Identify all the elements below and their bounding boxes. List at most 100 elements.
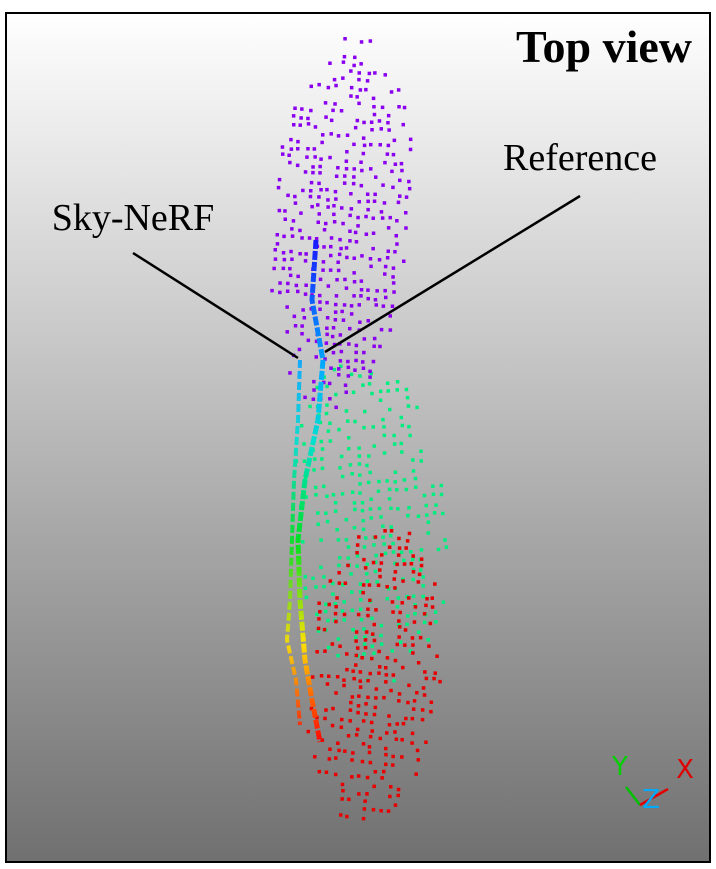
point <box>389 506 393 510</box>
point <box>368 470 372 475</box>
point <box>285 305 289 309</box>
point <box>363 566 368 570</box>
point <box>393 730 397 734</box>
point <box>359 598 363 602</box>
point <box>407 506 411 510</box>
point <box>405 395 410 400</box>
point <box>291 219 296 223</box>
point <box>385 479 389 483</box>
point <box>296 147 300 151</box>
point <box>444 545 449 549</box>
point <box>370 616 374 621</box>
point <box>338 556 342 560</box>
point <box>356 215 360 220</box>
point <box>337 373 341 377</box>
point <box>336 268 341 273</box>
point <box>298 123 302 127</box>
point <box>303 586 308 590</box>
point <box>321 260 326 264</box>
point <box>382 542 386 546</box>
point <box>324 770 329 774</box>
point <box>368 598 372 603</box>
point <box>431 492 436 496</box>
point <box>314 355 318 359</box>
point <box>365 79 370 83</box>
point <box>359 62 363 66</box>
point <box>346 374 351 378</box>
point <box>369 720 374 725</box>
point <box>373 535 378 539</box>
point <box>362 807 367 811</box>
point <box>302 459 307 463</box>
point <box>349 207 354 211</box>
point <box>342 181 347 185</box>
point <box>336 653 340 658</box>
point <box>333 772 338 777</box>
point <box>415 691 419 695</box>
point <box>404 211 408 215</box>
point <box>380 553 384 557</box>
point <box>369 167 373 171</box>
point <box>339 454 344 459</box>
point <box>314 585 318 589</box>
point <box>321 268 325 272</box>
point <box>416 661 421 665</box>
point <box>413 612 417 616</box>
point <box>340 474 345 479</box>
point <box>361 742 366 746</box>
point <box>397 536 401 541</box>
point <box>332 204 336 208</box>
point <box>334 604 338 609</box>
point <box>360 501 365 505</box>
point <box>393 162 398 166</box>
point <box>385 731 389 735</box>
point <box>354 343 359 348</box>
point <box>336 134 341 138</box>
point <box>344 409 349 413</box>
point <box>365 775 370 780</box>
point <box>414 485 418 489</box>
point <box>290 257 294 261</box>
point <box>378 344 382 349</box>
point <box>396 793 400 798</box>
point <box>343 37 347 41</box>
point <box>369 371 373 376</box>
point <box>377 258 382 262</box>
point <box>374 687 379 691</box>
point <box>403 643 407 647</box>
point <box>295 163 300 168</box>
point <box>348 239 352 243</box>
point <box>329 132 333 136</box>
point <box>318 420 323 425</box>
point <box>365 572 369 576</box>
point <box>424 603 428 608</box>
point <box>352 280 357 284</box>
point <box>306 338 311 343</box>
point <box>311 170 315 175</box>
point <box>324 602 328 606</box>
point <box>350 695 355 699</box>
point <box>318 610 322 614</box>
point <box>359 183 364 188</box>
point <box>346 545 351 549</box>
point <box>383 551 388 556</box>
point <box>364 87 368 92</box>
point <box>334 197 338 201</box>
point <box>395 722 399 726</box>
point <box>328 268 333 272</box>
point <box>360 168 364 173</box>
point <box>345 652 349 656</box>
point <box>350 758 354 762</box>
point <box>301 308 305 312</box>
point <box>323 716 327 721</box>
point <box>390 600 395 604</box>
point <box>345 133 350 137</box>
point <box>357 535 361 539</box>
point <box>312 147 317 151</box>
point <box>345 667 349 672</box>
point <box>368 39 373 43</box>
point <box>357 71 361 75</box>
point <box>355 95 359 99</box>
point <box>288 160 292 165</box>
point <box>398 640 403 644</box>
